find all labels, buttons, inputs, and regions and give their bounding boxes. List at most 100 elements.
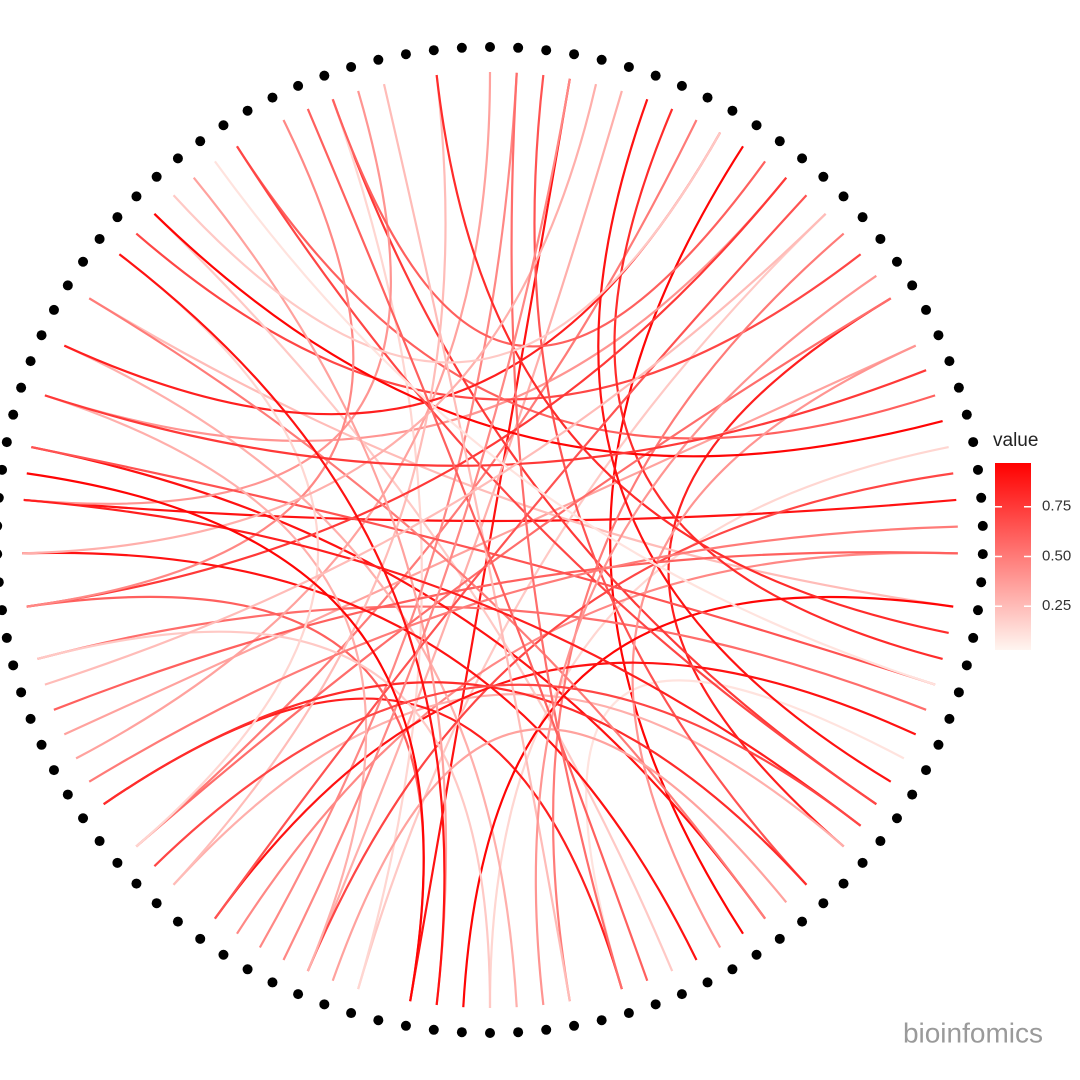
node — [818, 898, 829, 909]
edge — [75, 71, 492, 760]
edge — [306, 90, 623, 972]
node — [976, 577, 987, 588]
edge — [172, 131, 722, 364]
edge — [23, 498, 862, 827]
node — [346, 1008, 357, 1019]
edge — [153, 683, 862, 867]
node — [676, 80, 687, 91]
edge — [510, 72, 623, 990]
edge — [31, 445, 766, 920]
node — [485, 42, 495, 52]
node — [838, 878, 849, 889]
node — [0, 605, 8, 616]
node — [0, 549, 3, 559]
edge — [23, 498, 957, 523]
node — [195, 136, 206, 147]
node — [875, 233, 886, 244]
edge — [88, 297, 954, 608]
node — [513, 42, 524, 53]
node — [727, 105, 738, 116]
edge — [44, 369, 927, 467]
edge — [63, 344, 917, 736]
node — [751, 949, 762, 960]
node — [541, 1024, 552, 1035]
edge — [236, 145, 877, 806]
edge — [236, 145, 936, 440]
edge — [37, 605, 927, 711]
node — [774, 136, 785, 147]
node — [623, 61, 634, 72]
node — [8, 409, 19, 420]
node — [0, 464, 8, 475]
node — [131, 191, 142, 202]
edge — [306, 108, 649, 982]
node — [907, 280, 918, 291]
node — [875, 836, 886, 847]
edge — [214, 160, 936, 686]
node — [907, 789, 918, 800]
edge — [613, 108, 943, 661]
node — [977, 549, 988, 560]
node — [94, 836, 105, 847]
edge — [435, 74, 949, 635]
node — [242, 964, 253, 975]
edge — [214, 661, 917, 920]
node — [112, 212, 123, 223]
edge — [135, 232, 862, 401]
edge — [331, 98, 766, 348]
node — [319, 999, 330, 1010]
node — [78, 256, 89, 267]
edge — [172, 693, 845, 886]
edge — [488, 445, 949, 1009]
node — [513, 1027, 524, 1038]
node — [838, 191, 849, 202]
edge — [533, 74, 808, 886]
edge — [214, 194, 808, 920]
node — [16, 687, 27, 698]
edge — [118, 253, 320, 848]
node — [0, 492, 4, 503]
node — [94, 233, 105, 244]
edge — [135, 119, 698, 848]
edge — [153, 213, 674, 972]
node — [961, 409, 972, 420]
node — [319, 70, 330, 81]
node — [857, 857, 868, 868]
edge — [31, 445, 936, 686]
node — [456, 42, 467, 53]
node — [242, 105, 253, 116]
edge — [551, 232, 845, 1002]
node — [151, 171, 162, 182]
node — [891, 256, 902, 267]
node — [727, 964, 738, 975]
node — [933, 739, 944, 750]
node — [25, 356, 36, 367]
edge — [23, 90, 392, 505]
edge — [88, 525, 958, 783]
edge — [282, 78, 571, 961]
edge — [534, 274, 877, 1006]
edge — [118, 253, 446, 1006]
node — [8, 660, 19, 671]
node — [751, 120, 762, 131]
edge — [331, 727, 788, 982]
node — [112, 857, 123, 868]
node — [797, 916, 808, 927]
node — [131, 878, 142, 889]
node — [972, 464, 983, 475]
node — [456, 1027, 467, 1038]
node — [428, 1024, 439, 1035]
node — [48, 765, 59, 776]
edge — [331, 98, 877, 806]
node — [944, 356, 955, 367]
edge — [609, 145, 744, 935]
edge — [88, 297, 766, 920]
edge — [22, 83, 598, 555]
edge — [22, 551, 698, 961]
node — [891, 813, 902, 824]
node — [976, 492, 987, 503]
node — [944, 713, 955, 724]
node — [569, 1020, 580, 1031]
node — [400, 49, 411, 60]
node — [702, 977, 713, 988]
